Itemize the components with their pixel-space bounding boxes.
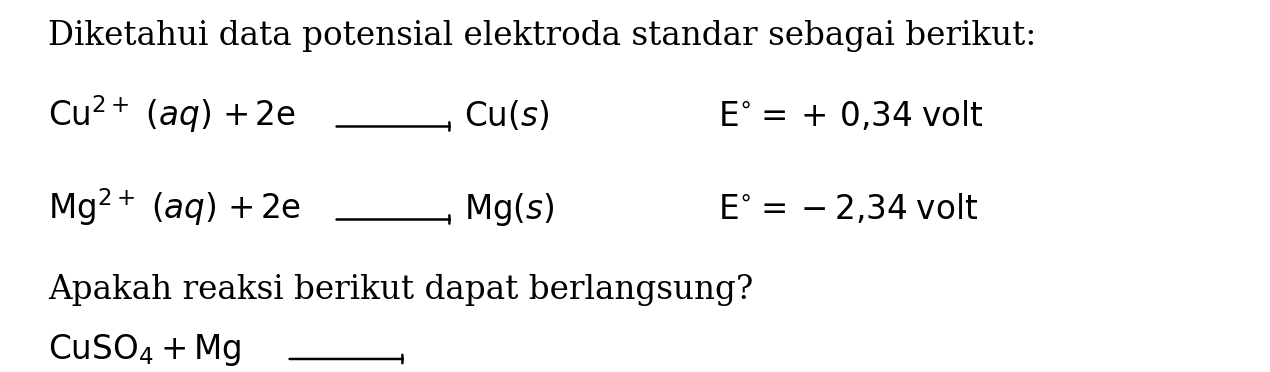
- Text: $\mathrm{E^{\circ} = +\, 0{,}34 \; volt}$: $\mathrm{E^{\circ} = +\, 0{,}34 \; volt}…: [718, 99, 983, 134]
- Text: $\mathrm{Mg^{2+}}$ $(aq)$ $\mathrm{+ \, 2e}$: $\mathrm{Mg^{2+}}$ $(aq)$ $\mathrm{+ \, …: [48, 187, 301, 228]
- Text: $\mathrm{Cu^{2+}}$ $(aq)$ $\mathrm{+ \, 2e}$: $\mathrm{Cu^{2+}}$ $(aq)$ $\mathrm{+ \, …: [48, 94, 296, 135]
- Text: Diketahui data potensial elektroda standar sebagai berikut:: Diketahui data potensial elektroda stand…: [48, 20, 1036, 52]
- Text: $\mathrm{CuSO_4 + Mg}$: $\mathrm{CuSO_4 + Mg}$: [48, 332, 241, 368]
- Text: $\mathrm{E^{\circ} = -2{,}34 \; volt}$: $\mathrm{E^{\circ} = -2{,}34 \; volt}$: [718, 192, 978, 227]
- Text: Apakah reaksi berikut dapat berlangsung?: Apakah reaksi berikut dapat berlangsung?: [48, 275, 753, 307]
- Text: $\mathrm{Mg(}$$s$$\mathrm{)}$: $\mathrm{Mg(}$$s$$\mathrm{)}$: [464, 192, 554, 228]
- Text: $\mathrm{Cu(}$$s$$\mathrm{)}$: $\mathrm{Cu(}$$s$$\mathrm{)}$: [464, 99, 549, 134]
